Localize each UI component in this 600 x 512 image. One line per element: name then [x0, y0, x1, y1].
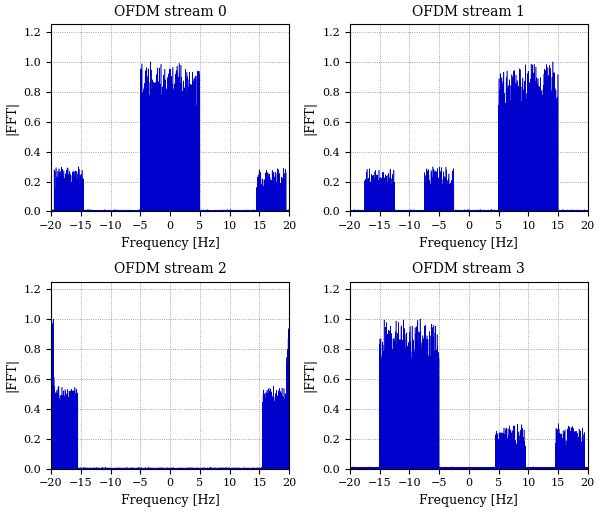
Title: OFDM stream 3: OFDM stream 3 — [412, 262, 525, 276]
Y-axis label: |FFT|: |FFT| — [5, 358, 18, 392]
Y-axis label: |FFT|: |FFT| — [5, 101, 18, 135]
Y-axis label: |FFT|: |FFT| — [304, 101, 317, 135]
X-axis label: Frequency [Hz]: Frequency [Hz] — [121, 237, 220, 250]
Title: OFDM stream 2: OFDM stream 2 — [114, 262, 226, 276]
X-axis label: Frequency [Hz]: Frequency [Hz] — [419, 237, 518, 250]
X-axis label: Frequency [Hz]: Frequency [Hz] — [419, 494, 518, 507]
X-axis label: Frequency [Hz]: Frequency [Hz] — [121, 494, 220, 507]
Title: OFDM stream 0: OFDM stream 0 — [114, 5, 226, 19]
Y-axis label: |FFT|: |FFT| — [304, 358, 317, 392]
Title: OFDM stream 1: OFDM stream 1 — [412, 5, 525, 19]
